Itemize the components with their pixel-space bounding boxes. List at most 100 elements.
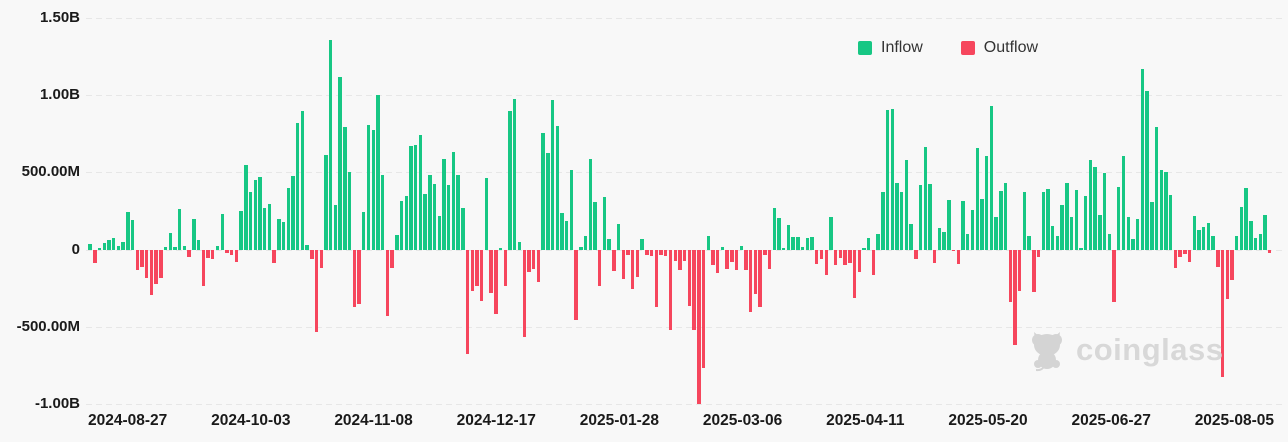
- inflow-bar[interactable]: [248, 192, 253, 250]
- inflow-bar[interactable]: [904, 159, 909, 250]
- outflow-bar[interactable]: [319, 249, 323, 268]
- inflow-bar[interactable]: [1197, 230, 1201, 250]
- outflow-bar[interactable]: [1268, 249, 1272, 253]
- inflow-bar[interactable]: [244, 164, 248, 250]
- inflow-bar[interactable]: [947, 200, 951, 250]
- outflow-bar[interactable]: [357, 249, 361, 305]
- inflow-bar[interactable]: [1154, 126, 1159, 250]
- inflow-bar[interactable]: [1121, 155, 1126, 250]
- inflow-bar[interactable]: [706, 235, 710, 250]
- inflow-bar[interactable]: [961, 200, 965, 250]
- inflow-bar[interactable]: [800, 246, 805, 250]
- outflow-bar[interactable]: [612, 249, 616, 272]
- outflow-bar[interactable]: [951, 249, 956, 252]
- inflow-bar[interactable]: [196, 240, 201, 250]
- outflow-bar[interactable]: [187, 249, 191, 258]
- inflow-bar[interactable]: [338, 76, 342, 250]
- inflow-bar[interactable]: [267, 203, 272, 250]
- inflow-bar[interactable]: [980, 199, 984, 250]
- outflow-bar[interactable]: [234, 249, 239, 263]
- inflow-bar[interactable]: [423, 193, 427, 250]
- outflow-bar[interactable]: [536, 249, 541, 282]
- outflow-bar[interactable]: [527, 249, 531, 272]
- inflow-bar[interactable]: [569, 170, 574, 250]
- inflow-bar[interactable]: [640, 239, 644, 250]
- outflow-bar[interactable]: [159, 249, 163, 278]
- outflow-bar[interactable]: [749, 249, 753, 312]
- inflow-bar[interactable]: [88, 243, 92, 250]
- inflow-bar[interactable]: [215, 245, 220, 250]
- inflow-bar[interactable]: [461, 208, 465, 250]
- inflow-bar[interactable]: [1135, 219, 1140, 250]
- outflow-bar[interactable]: [678, 249, 682, 270]
- outflow-bar[interactable]: [848, 249, 852, 263]
- inflow-bar[interactable]: [1107, 234, 1112, 250]
- inflow-bar[interactable]: [975, 148, 979, 250]
- outflow-bar[interactable]: [503, 249, 508, 287]
- inflow-bar[interactable]: [362, 211, 366, 250]
- outflow-bar[interactable]: [767, 249, 772, 270]
- inflow-bar[interactable]: [1202, 227, 1206, 250]
- inflow-bar[interactable]: [895, 182, 899, 250]
- inflow-bar[interactable]: [1069, 216, 1074, 250]
- outflow-bar[interactable]: [687, 249, 692, 306]
- outflow-bar[interactable]: [1187, 249, 1192, 263]
- inflow-bar[interactable]: [173, 246, 177, 250]
- outflow-bar[interactable]: [272, 249, 276, 263]
- inflow-bar[interactable]: [163, 246, 168, 250]
- outflow-bar[interactable]: [711, 249, 715, 266]
- inflow-bar[interactable]: [111, 237, 116, 250]
- inflow-bar[interactable]: [1164, 172, 1168, 250]
- inflow-bar[interactable]: [1131, 239, 1135, 250]
- outflow-bar[interactable]: [480, 249, 484, 301]
- inflow-bar[interactable]: [881, 191, 885, 250]
- inflow-bar[interactable]: [862, 248, 866, 250]
- outflow-bar[interactable]: [819, 249, 824, 260]
- outflow-bar[interactable]: [531, 249, 536, 270]
- outflow-bar[interactable]: [390, 249, 394, 268]
- inflow-bar[interactable]: [1211, 236, 1215, 250]
- inflow-bar[interactable]: [1239, 207, 1244, 250]
- inflow-bar[interactable]: [550, 99, 555, 250]
- inflow-bar[interactable]: [239, 210, 243, 250]
- outflow-bar[interactable]: [1036, 249, 1041, 257]
- inflow-bar[interactable]: [182, 245, 187, 250]
- outflow-bar[interactable]: [815, 249, 819, 265]
- inflow-bar[interactable]: [602, 197, 607, 250]
- inflow-bar[interactable]: [1249, 221, 1253, 250]
- inflow-bar[interactable]: [579, 246, 583, 250]
- outflow-bar[interactable]: [1225, 249, 1229, 300]
- inflow-bar[interactable]: [517, 242, 522, 250]
- inflow-bar[interactable]: [508, 110, 512, 250]
- inflow-bar[interactable]: [616, 224, 621, 250]
- outflow-bar[interactable]: [715, 249, 720, 273]
- inflow-bar[interactable]: [1235, 235, 1239, 250]
- outflow-bar[interactable]: [692, 249, 696, 330]
- inflow-bar[interactable]: [258, 177, 262, 250]
- inflow-bar[interactable]: [409, 146, 413, 250]
- inflow-bar[interactable]: [126, 211, 130, 250]
- inflow-bar[interactable]: [1140, 69, 1145, 250]
- outflow-bar[interactable]: [744, 249, 748, 270]
- inflow-bar[interactable]: [413, 144, 418, 250]
- outflow-bar[interactable]: [494, 249, 498, 314]
- inflow-bar[interactable]: [1258, 233, 1263, 250]
- outflow-bar[interactable]: [753, 249, 758, 295]
- outflow-bar[interactable]: [135, 249, 139, 271]
- outflow-bar[interactable]: [1013, 249, 1017, 345]
- inflow-bar[interactable]: [437, 215, 441, 250]
- outflow-bar[interactable]: [1112, 249, 1116, 302]
- outflow-bar[interactable]: [225, 249, 229, 254]
- inflow-bar[interactable]: [989, 106, 994, 250]
- outflow-bar[interactable]: [470, 249, 474, 291]
- inflow-bar[interactable]: [253, 179, 257, 250]
- inflow-bar[interactable]: [1150, 201, 1154, 250]
- outflow-bar[interactable]: [838, 249, 843, 258]
- inflow-bar[interactable]: [347, 171, 352, 250]
- outflow-bar[interactable]: [465, 249, 470, 354]
- outflow-bar[interactable]: [1230, 249, 1234, 280]
- outflow-bar[interactable]: [734, 249, 739, 270]
- outflow-bar[interactable]: [701, 249, 706, 369]
- inflow-bar[interactable]: [1168, 195, 1173, 250]
- outflow-bar[interactable]: [1216, 249, 1220, 268]
